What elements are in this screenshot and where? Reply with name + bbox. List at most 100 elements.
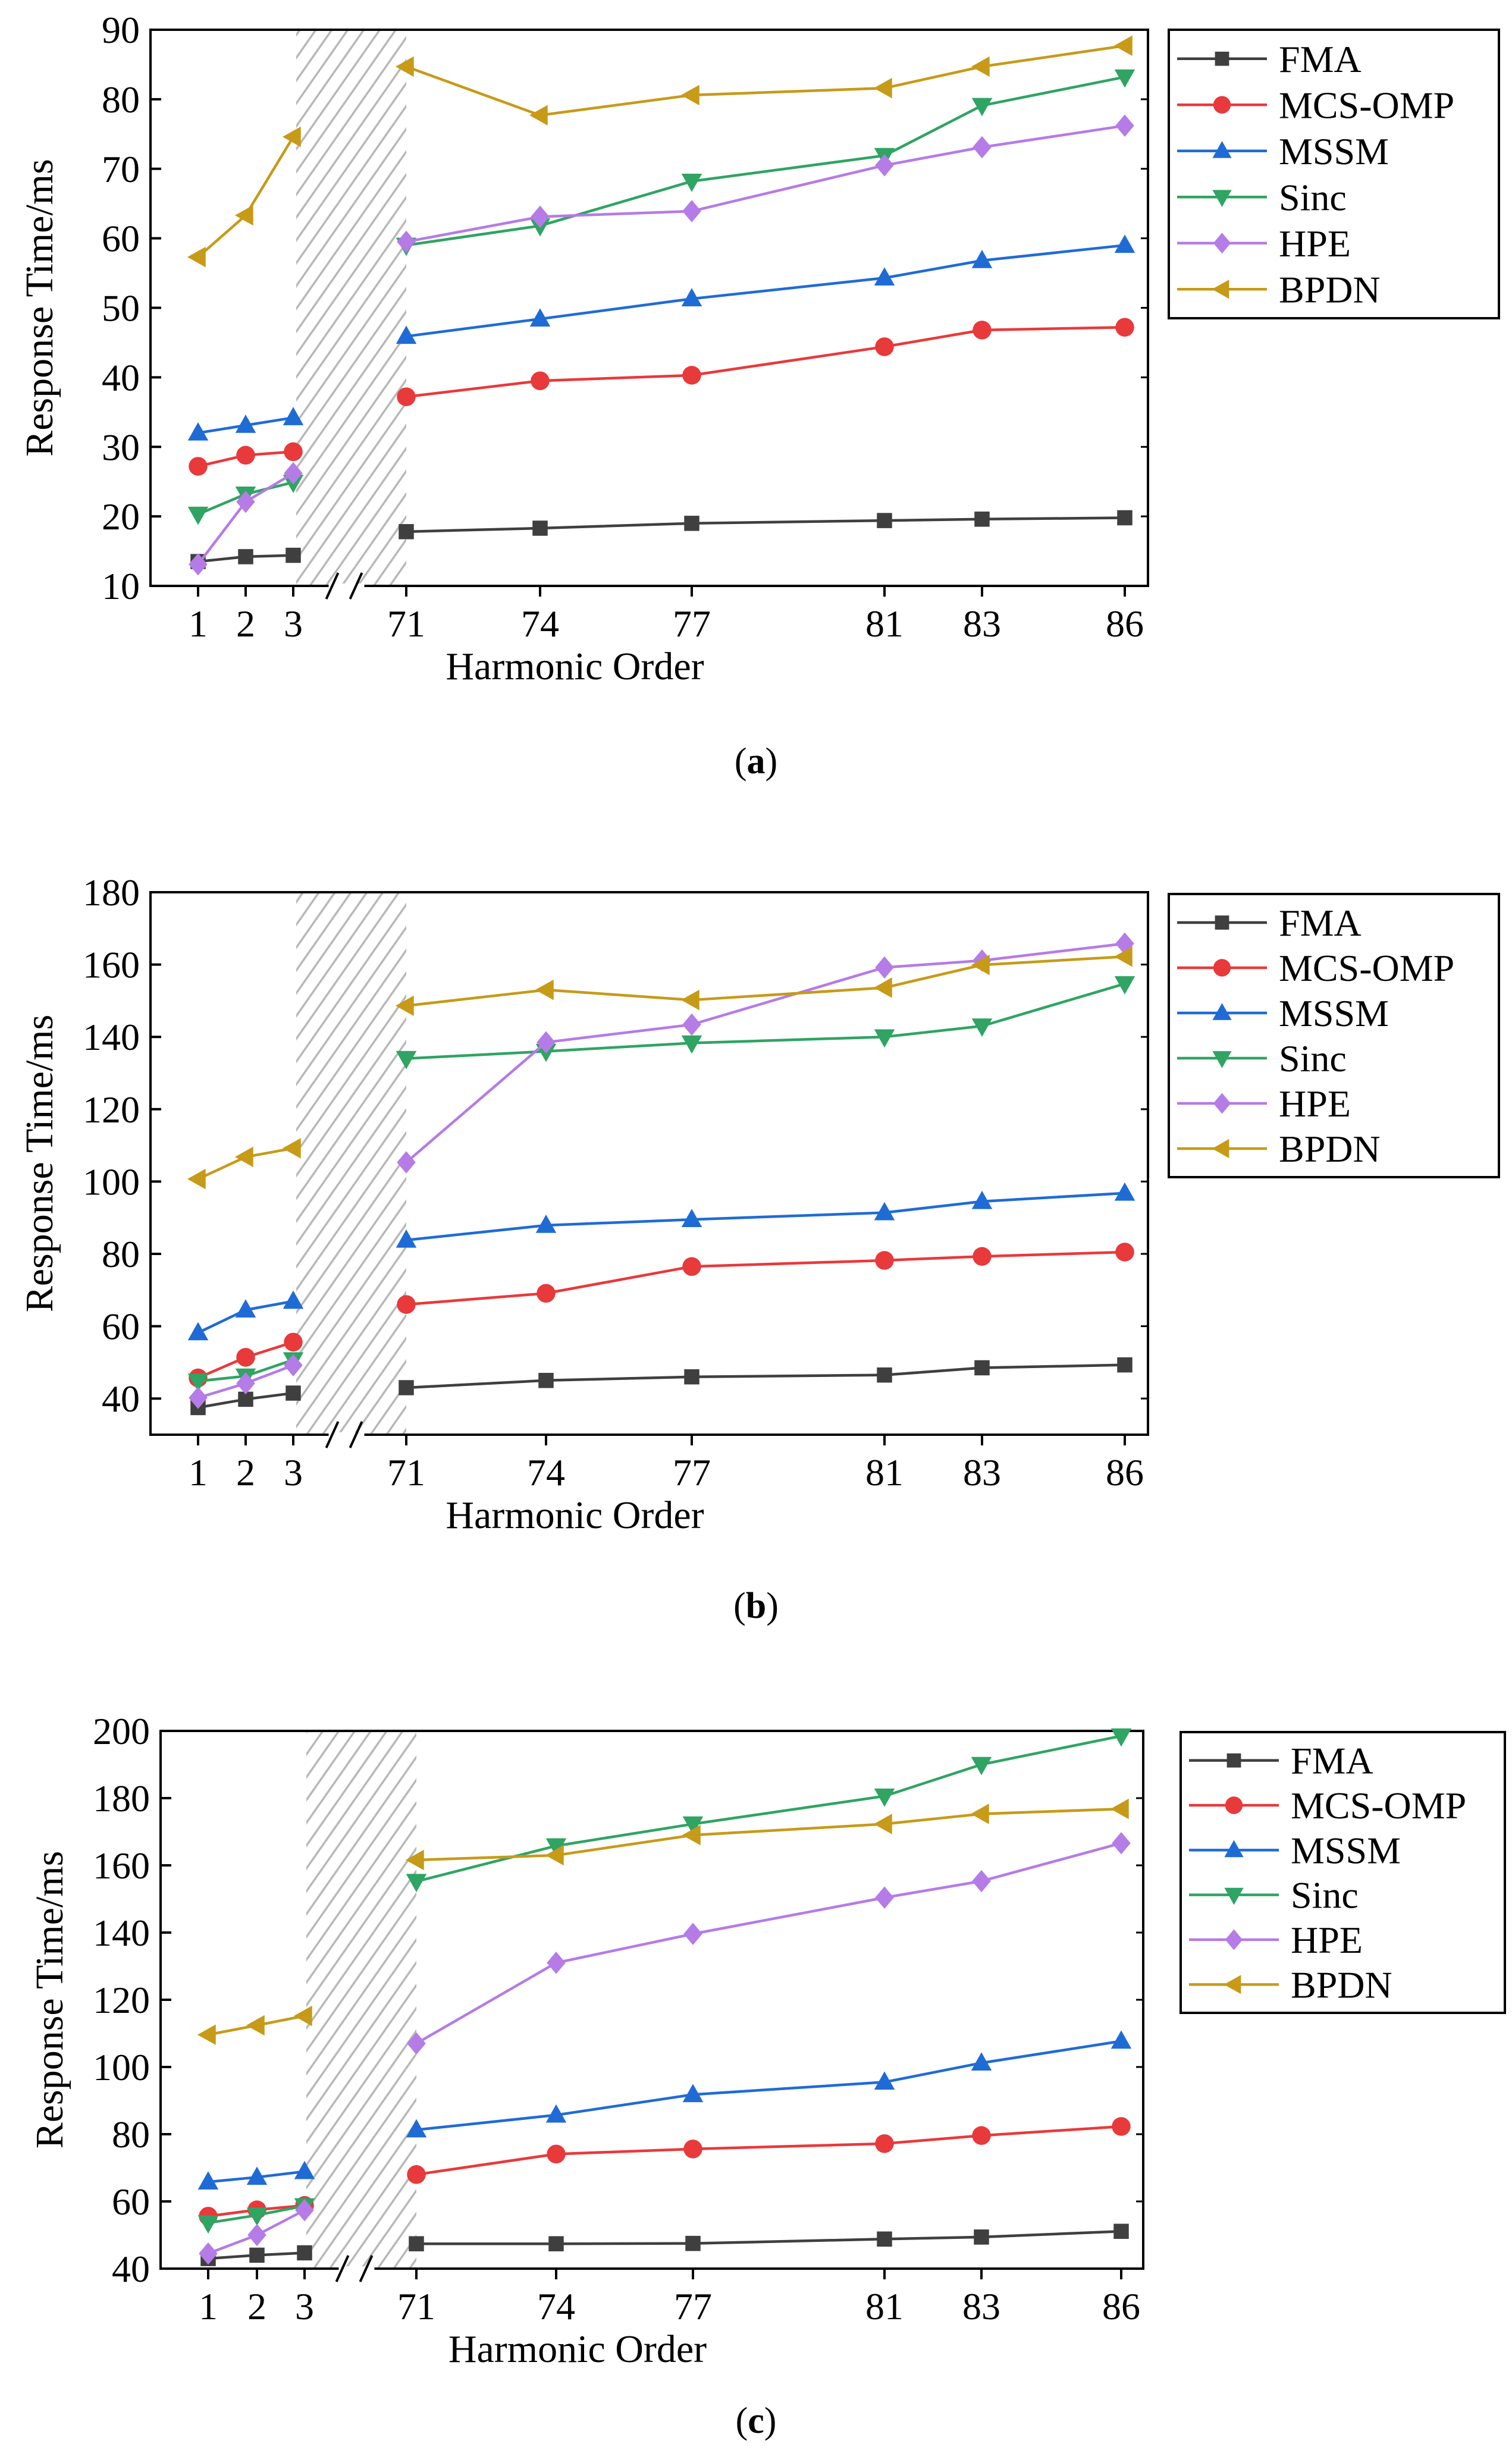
- legend-label: HPE: [1279, 222, 1351, 265]
- data-point: [236, 446, 255, 465]
- y-tick-label: 200: [93, 1710, 150, 1752]
- x-tick-label: 1: [189, 1451, 208, 1494]
- data-point: [1114, 976, 1135, 995]
- data-point: [681, 288, 702, 307]
- data-point: [1111, 2030, 1132, 2049]
- y-tick-label: 90: [102, 9, 140, 51]
- legend-marker: [1213, 1093, 1231, 1114]
- data-point: [187, 422, 209, 441]
- series-line-segment: [406, 1191, 1125, 1242]
- data-point: [537, 1284, 556, 1303]
- x-tick-label: 2: [236, 1451, 255, 1494]
- y-tick-label: 160: [83, 944, 140, 986]
- data-point: [548, 2236, 564, 2251]
- data-point: [684, 516, 699, 531]
- data-point: [877, 513, 892, 528]
- data-point: [971, 2052, 992, 2071]
- data-point: [283, 1138, 301, 1159]
- data-point: [407, 2032, 426, 2055]
- legend-label: FMA: [1279, 902, 1362, 944]
- y-tick-label: 40: [102, 356, 140, 399]
- x-tick-label: 71: [397, 2285, 435, 2328]
- data-point: [246, 2166, 268, 2185]
- data-point: [189, 1387, 208, 1409]
- x-tick-label: 81: [865, 603, 904, 645]
- y-tick-label: 180: [83, 871, 140, 914]
- series-line-segment: [416, 2125, 1122, 2176]
- data-point: [1112, 2117, 1131, 2136]
- legend-label: HPE: [1291, 1919, 1363, 1961]
- data-point: [406, 1849, 424, 1871]
- data-point: [875, 956, 894, 979]
- axis-break-hatch: [296, 892, 406, 1435]
- data-point: [283, 1290, 304, 1309]
- data-point: [681, 989, 699, 1011]
- legend-label: MCS-OMP: [1291, 1784, 1466, 1827]
- series-line-segment: [197, 136, 294, 258]
- plot-frame: [149, 891, 1149, 1436]
- legend-label: MSSM: [1279, 992, 1389, 1034]
- data-point: [973, 1247, 992, 1266]
- data-point: [681, 1035, 702, 1054]
- data-point: [874, 77, 892, 99]
- y-axis-title: Response Time/ms: [18, 159, 61, 457]
- data-point: [1115, 318, 1134, 337]
- x-tick-label: 71: [387, 603, 425, 645]
- data-point: [973, 136, 992, 159]
- legend-label: MSSM: [1291, 1829, 1401, 1871]
- x-tick-label: 81: [865, 1451, 904, 1494]
- legend-marker: [1224, 1887, 1244, 1905]
- series-fma: [190, 510, 1133, 569]
- data-point: [874, 2071, 895, 2090]
- data-point: [187, 1373, 209, 1392]
- x-tick-label: 71: [387, 1451, 425, 1494]
- data-point: [545, 1845, 564, 1866]
- y-tick-label: 60: [102, 218, 140, 260]
- data-point: [971, 98, 993, 117]
- data-point: [284, 1332, 303, 1352]
- x-tick-label: 3: [295, 2285, 314, 2328]
- panel-caption: (c): [736, 2401, 777, 2441]
- series-line-segment: [406, 982, 1125, 1060]
- data-point: [197, 2024, 216, 2046]
- x-tick-label: 2: [236, 603, 255, 645]
- legend-marker: [1213, 959, 1231, 977]
- legend-marker: [1215, 915, 1229, 930]
- data-point: [874, 1788, 895, 1807]
- series-fma: [190, 1357, 1133, 1416]
- data-point: [236, 1348, 255, 1367]
- data-point: [294, 2005, 312, 2027]
- y-tick-label: 80: [112, 2113, 150, 2156]
- y-tick-label: 50: [102, 287, 140, 330]
- x-tick-label: 86: [1106, 1451, 1144, 1494]
- legend-marker: [1212, 280, 1229, 299]
- legend-label: Sinc: [1279, 176, 1347, 218]
- data-point: [531, 205, 550, 228]
- data-point: [971, 1756, 992, 1776]
- data-point: [396, 1229, 417, 1248]
- y-tick-label: 60: [112, 2181, 150, 2223]
- axis-break-mark: [335, 2255, 374, 2282]
- legend-label: Sinc: [1291, 1874, 1359, 1917]
- legend-marker: [1224, 1840, 1244, 1858]
- x-tick-label: 2: [247, 2285, 266, 2328]
- data-point: [1115, 1243, 1134, 1262]
- data-point: [399, 1380, 414, 1395]
- x-tick-label: 77: [673, 603, 711, 645]
- series-line-segment: [406, 1250, 1125, 1306]
- axis-break-hatch: [306, 1731, 416, 2269]
- data-point: [545, 2104, 567, 2123]
- data-point: [535, 979, 554, 1000]
- x-tick-label: 1: [199, 2285, 218, 2328]
- data-point: [396, 1050, 417, 1069]
- series-mssm: [187, 234, 1135, 441]
- data-point: [545, 1838, 567, 1857]
- data-point: [396, 56, 414, 77]
- data-point: [246, 2015, 265, 2036]
- chart-panel-b: 40 60 80 100 120 140 160 180 1 2 3 71 74 77 81 83 86 Harm…: [18, 871, 1149, 1537]
- series-line-segment: [406, 1363, 1125, 1389]
- legend-marker: [1212, 140, 1232, 158]
- data-point: [877, 2231, 892, 2247]
- x-axis-title: Harmonic Order: [448, 2328, 707, 2371]
